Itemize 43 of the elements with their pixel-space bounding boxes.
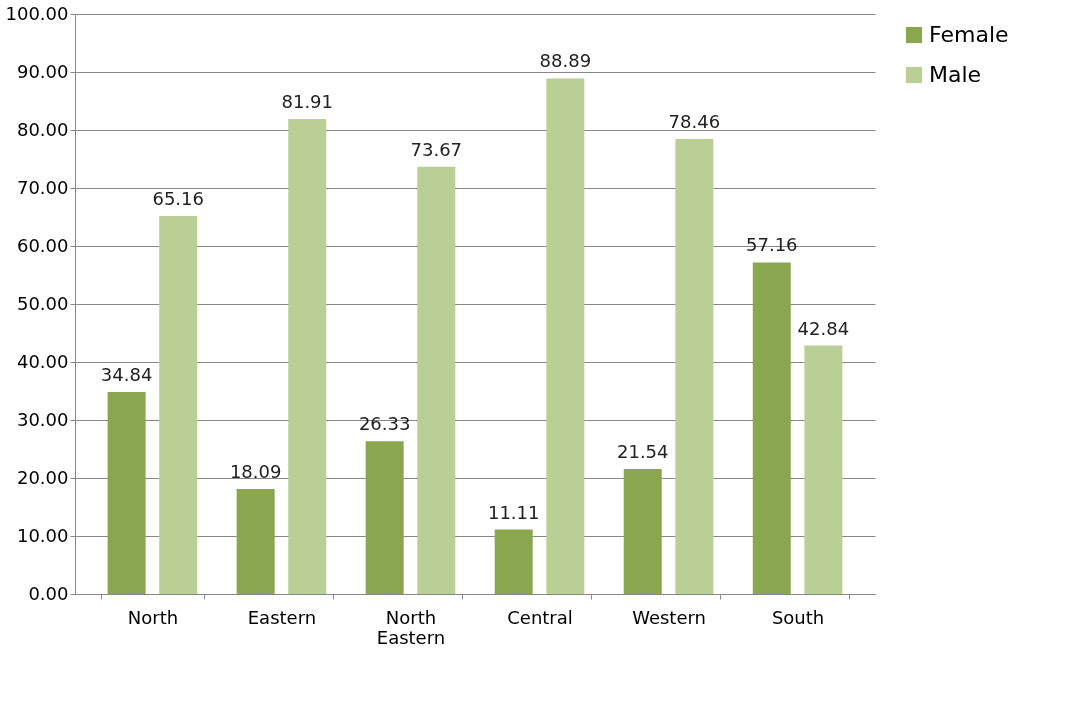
data-label: 81.91 xyxy=(281,90,334,112)
data-label: 73.67 xyxy=(410,138,463,160)
y-tick-label: 100.00 xyxy=(5,2,69,24)
bar xyxy=(546,78,585,594)
data-label: 65.16 xyxy=(152,188,204,210)
y-tick-label: 50.00 xyxy=(16,292,69,314)
bar xyxy=(365,441,404,594)
y-tick-label: 10.00 xyxy=(16,524,69,546)
data-label: 42.84 xyxy=(797,317,850,339)
y-tick-label: 60.00 xyxy=(16,234,69,256)
bar xyxy=(236,489,275,594)
bar xyxy=(623,469,662,594)
bar xyxy=(417,166,456,594)
data-label: 21.54 xyxy=(616,441,669,463)
bar xyxy=(107,391,146,594)
data-label: 57.16 xyxy=(746,234,798,256)
y-tick-label: 40.00 xyxy=(16,350,69,372)
bar xyxy=(494,529,533,594)
data-label: 11.11 xyxy=(487,501,540,523)
y-tick-label: 0.00 xyxy=(28,582,69,604)
legend-label: Male xyxy=(929,62,982,87)
x-tick-label: Central xyxy=(507,606,573,628)
y-tick-label: 80.00 xyxy=(16,118,69,140)
x-tick-label: North xyxy=(127,606,179,628)
data-label: 78.46 xyxy=(668,110,721,132)
data-label: 88.89 xyxy=(539,50,592,72)
y-tick-label: 90.00 xyxy=(16,60,69,82)
x-tick-label: Eastern xyxy=(247,606,317,628)
data-label: 26.33 xyxy=(358,413,411,435)
y-tick-label: 30.00 xyxy=(16,408,69,430)
bar xyxy=(159,216,198,594)
legend-label: Female xyxy=(929,22,1009,47)
bar xyxy=(288,118,327,594)
y-tick-label: 20.00 xyxy=(16,466,69,488)
x-tick-label: North Eastern xyxy=(376,606,446,648)
y-tick-label: 70.00 xyxy=(16,176,69,198)
bar xyxy=(752,262,791,594)
data-label: 18.09 xyxy=(229,461,282,483)
data-label: 34.84 xyxy=(100,363,153,385)
x-tick-label: South xyxy=(771,606,825,628)
bar xyxy=(675,138,714,594)
bar xyxy=(804,345,843,594)
x-tick-label: Western xyxy=(632,606,706,628)
